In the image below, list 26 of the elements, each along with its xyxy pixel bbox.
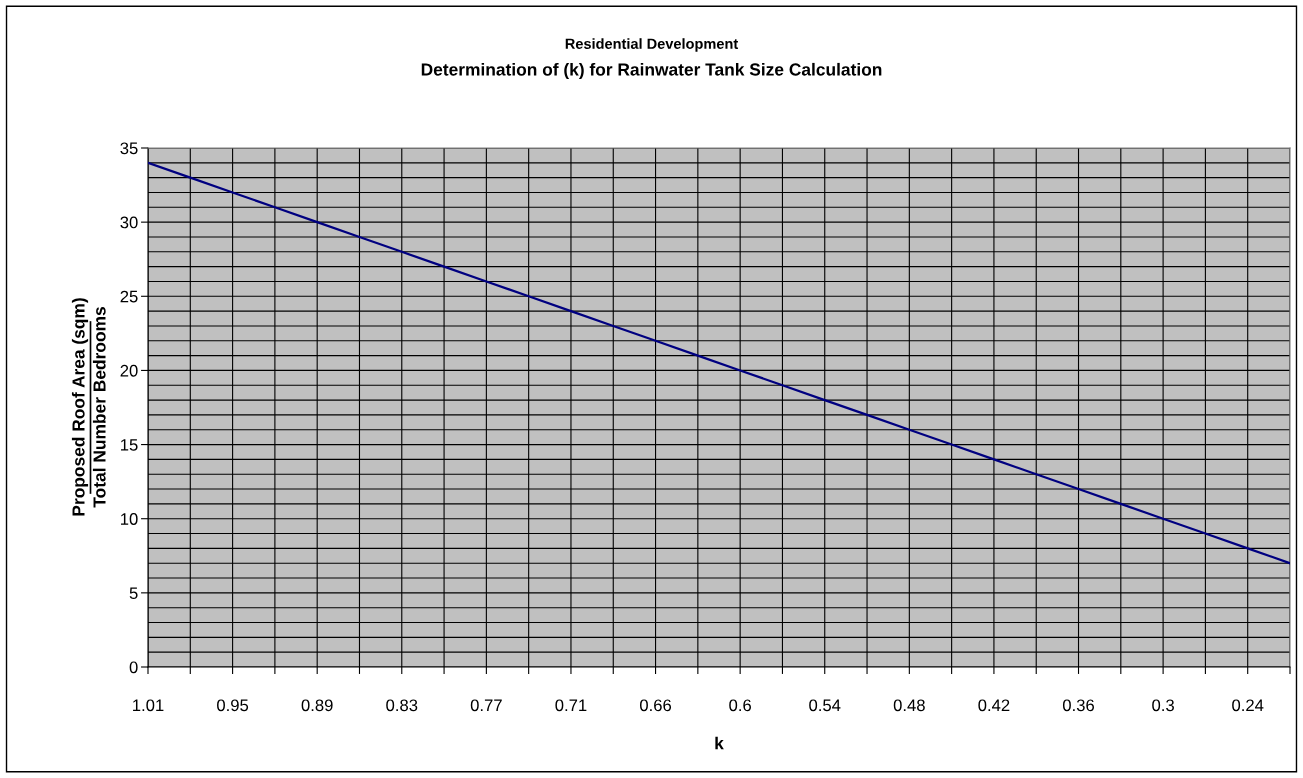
x-tick-label: 0.89: [301, 699, 333, 712]
x-tick-label: 0.54: [809, 699, 841, 712]
chart-subtitle: Determination of (k) for Rainwater Tank Size Calculation: [421, 62, 882, 80]
x-tick-label: 0.6: [729, 699, 751, 712]
y-tick-label: 35: [120, 142, 138, 155]
y-tick-label: 30: [120, 216, 138, 229]
y-tick-label: 5: [129, 587, 138, 600]
y-tick-label: 0: [129, 661, 138, 674]
x-tick-label: 0.83: [386, 699, 418, 712]
y-axis-title: Proposed Roof Area (sqm) Total Number Bedrooms: [71, 298, 106, 516]
x-tick-label: 1.01: [133, 699, 164, 712]
x-tick-label: 0.42: [978, 699, 1010, 712]
x-tick-label: 0.77: [470, 699, 502, 712]
y-tick-label: 10: [121, 513, 138, 525]
y-tick-label: 25: [120, 290, 138, 303]
x-tick-label: 0.71: [555, 699, 587, 712]
x-tick-label: 0.48: [893, 699, 925, 712]
x-axis-title: k: [715, 736, 724, 750]
y-tick-label: 15: [121, 439, 138, 451]
x-tick-label: 0.66: [639, 699, 672, 712]
x-tick-label: 0.24: [1232, 699, 1264, 712]
x-tick-label: 0.3: [1152, 699, 1174, 712]
x-tick-label: 0.36: [1062, 699, 1095, 712]
chart-title: Residential Development: [565, 38, 739, 52]
x-tick-label: 0.95: [217, 699, 249, 712]
y-tick-label: 20: [120, 364, 138, 377]
